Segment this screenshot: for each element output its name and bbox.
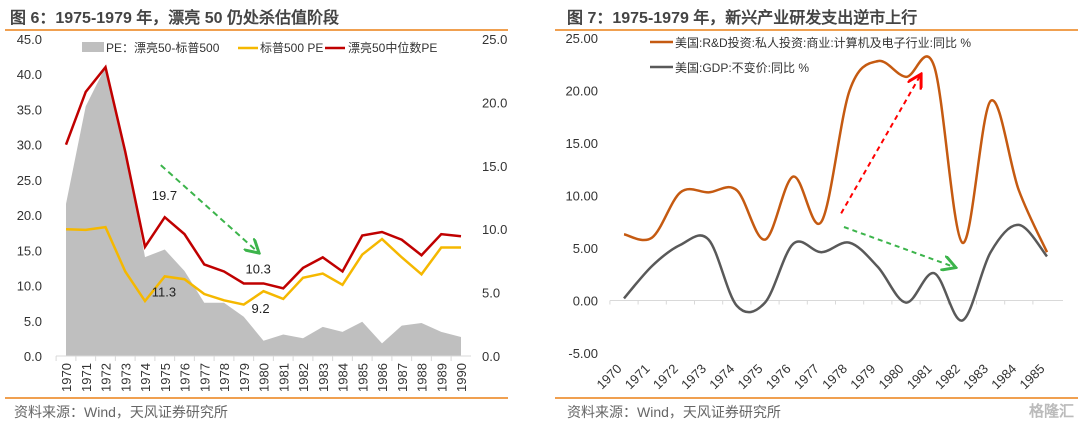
x-axis-tick: 1970 [594, 361, 625, 392]
x-axis-tick: 1987 [395, 363, 410, 392]
left-axis-tick: 0.0 [24, 349, 42, 364]
left-axis-tick: 25.0 [17, 173, 42, 188]
x-axis-tick: 1989 [434, 363, 449, 392]
watermark-logo: 格隆汇 [1028, 403, 1074, 420]
y-axis-tick: 20.00 [565, 84, 598, 99]
x-axis-tick: 1981 [276, 363, 291, 392]
left-axis-tick: 30.0 [17, 138, 42, 153]
x-axis-tick: 1985 [355, 363, 370, 392]
legend-label: 美国:GDP:不变价:同比 % [675, 60, 809, 75]
chart2-top-rule [555, 29, 1078, 31]
chart2-bottom-rule [555, 397, 1078, 399]
x-axis-tick: 1977 [197, 363, 212, 392]
x-axis-tick: 1980 [257, 363, 272, 392]
chart2-title: 图 7：1975-1979 年，新兴产业研发支出逆市上行 [567, 10, 918, 27]
y-axis-tick: 10.00 [565, 189, 598, 204]
x-axis-tick: 1976 [178, 363, 193, 392]
legend-label: PE：漂亮50-标普500 [106, 40, 220, 55]
left-axis-tick: 35.0 [17, 102, 42, 117]
data-label: 19.7 [152, 188, 177, 203]
data-label: 11.3 [152, 284, 176, 299]
chart1-title: 图 6：1975-1979 年，漂亮 50 仍处杀估值阶段 [10, 10, 339, 27]
x-axis-tick: 1972 [99, 363, 114, 392]
x-axis-tick: 1982 [296, 363, 311, 392]
left-axis-tick: 40.0 [17, 67, 42, 82]
left-axis-tick: 10.0 [17, 279, 42, 294]
y-axis-tick: 5.00 [573, 241, 598, 256]
x-axis-tick: 1971 [622, 361, 653, 392]
trend-arrow [160, 164, 258, 252]
x-axis-tick: 1975 [158, 363, 173, 392]
area-pe-spread [66, 66, 461, 357]
y-axis-tick: 25.00 [565, 31, 598, 46]
legend-swatch-area [82, 42, 104, 52]
trend-arrow [840, 76, 920, 214]
chart1-source: 资料来源：Wind，天风证券研究所 [14, 404, 228, 420]
legend-label: 漂亮50中位数PE [348, 40, 437, 55]
x-axis-tick: 1976 [763, 361, 794, 392]
right-axis-tick: 20.0 [482, 95, 507, 110]
data-label: 10.3 [246, 261, 271, 276]
x-axis-tick: 1982 [932, 361, 963, 392]
left-axis-tick: 45.0 [17, 32, 42, 47]
right-axis-tick: 25.0 [482, 32, 507, 47]
x-axis-tick: 1978 [217, 363, 232, 392]
chart1-bottom-rule [5, 397, 508, 399]
x-axis-tick: 1988 [415, 363, 430, 392]
x-axis-tick: 1979 [237, 363, 252, 392]
x-axis-tick: 1971 [79, 363, 94, 392]
x-axis-tick: 1980 [876, 361, 907, 392]
left-axis-tick: 5.0 [24, 314, 42, 329]
series-line-2 [64, 64, 462, 290]
x-axis-tick: 1978 [819, 361, 850, 392]
y-axis-tick: -5.00 [568, 346, 598, 361]
x-axis-tick: 1974 [138, 363, 153, 392]
right-axis-tick: 15.0 [482, 159, 507, 174]
right-axis-tick: 5.0 [482, 286, 500, 301]
x-axis-tick: 1983 [316, 363, 331, 392]
x-axis-tick: 1984 [336, 363, 351, 392]
x-axis-tick: 1973 [118, 363, 133, 392]
x-axis-tick: 1986 [375, 363, 390, 392]
x-axis-tick: 1975 [735, 361, 766, 392]
chart1-top-rule [5, 29, 508, 31]
legend-label: 标普500 PE [260, 41, 323, 55]
x-axis-tick: 1981 [904, 361, 935, 392]
legend-label: 美国:R&D投资:私人投资:商业:计算机及电子行业:同比 % [675, 35, 971, 50]
right-axis-tick: 10.0 [482, 222, 507, 237]
left-axis-tick: 20.0 [17, 208, 42, 223]
x-axis-tick: 1977 [791, 361, 822, 392]
series-line-1 [623, 223, 1048, 322]
x-axis-tick: 1979 [847, 361, 878, 392]
right-axis-tick: 0.0 [482, 349, 500, 364]
x-axis-tick: 1972 [650, 361, 681, 392]
data-label: 9.2 [252, 301, 270, 316]
x-axis-tick: 1984 [988, 361, 1019, 392]
y-axis-tick: 0.00 [573, 294, 598, 309]
series-line-0 [623, 55, 1049, 253]
y-axis-tick: 15.00 [565, 136, 598, 151]
chart2-source: 资料来源：Wind，天风证券研究所 [567, 404, 781, 420]
x-axis-tick: 1973 [678, 361, 709, 392]
x-axis-tick: 1983 [960, 361, 991, 392]
x-axis-tick: 1985 [1017, 361, 1048, 392]
series-line-1 [65, 225, 461, 306]
trend-arrow [843, 226, 954, 267]
x-axis-tick: 1970 [59, 363, 74, 392]
left-axis-tick: 15.0 [17, 243, 42, 258]
x-axis-tick: 1974 [706, 361, 737, 392]
x-axis-tick: 1990 [454, 363, 469, 392]
